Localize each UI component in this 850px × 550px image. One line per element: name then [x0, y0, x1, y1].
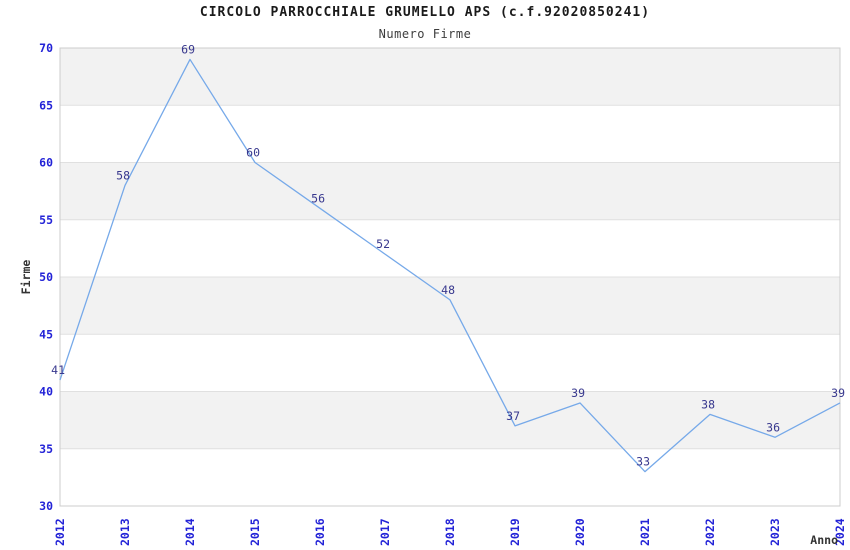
y-tick-label: 35 — [39, 442, 53, 456]
x-tick-label: 2019 — [508, 518, 522, 546]
grid-band — [60, 48, 840, 106]
data-label: 37 — [506, 409, 520, 423]
y-tick-label: 40 — [39, 385, 53, 399]
y-tick-label: 50 — [39, 270, 53, 284]
data-label: 69 — [181, 42, 195, 56]
x-tick-label: 2017 — [378, 518, 392, 546]
x-axis-label: Anno — [810, 533, 838, 547]
chart-title: CIRCOLO PARROCCHIALE GRUMELLO APS (c.f.9… — [199, 5, 651, 20]
data-label: 39 — [831, 386, 845, 400]
y-tick-label: 30 — [39, 499, 53, 513]
grid-band — [60, 391, 840, 449]
grid-band — [60, 162, 840, 220]
x-tick-label: 2016 — [313, 518, 327, 546]
data-label: 38 — [701, 397, 715, 411]
series-line — [59, 58, 841, 473]
data-label: 33 — [636, 455, 650, 469]
data-label: 36 — [766, 420, 780, 434]
x-tick-label: 2012 — [53, 518, 67, 546]
x-tick-label: 2015 — [248, 518, 262, 546]
data-label: 52 — [376, 237, 390, 251]
y-tick-label: 55 — [39, 213, 53, 227]
y-tick-label: 70 — [39, 41, 53, 55]
x-tick-label: 2018 — [443, 518, 457, 546]
plot-border — [59, 47, 841, 507]
y-tick-label: 65 — [39, 98, 53, 112]
data-label: 41 — [51, 363, 65, 377]
y-tick-label: 60 — [39, 156, 53, 170]
chart-subtitle: Numero Firme — [378, 27, 472, 41]
x-tick-label: 2024 — [833, 518, 847, 546]
data-label: 56 — [311, 191, 325, 205]
y-axis-label: Firme — [19, 260, 33, 295]
x-tick-label: 2021 — [638, 518, 652, 546]
grid-band — [60, 277, 840, 335]
data-label: 48 — [441, 283, 455, 297]
x-tick-label: 2014 — [183, 518, 197, 546]
x-tick-label: 2022 — [703, 518, 717, 546]
x-tick-label: 2013 — [118, 518, 132, 546]
y-tick-label: 45 — [39, 327, 53, 341]
x-tick-label: 2020 — [573, 518, 587, 546]
data-label: 58 — [116, 168, 130, 182]
data-label: 60 — [246, 146, 260, 160]
data-label: 39 — [571, 386, 585, 400]
x-tick-label: 2023 — [768, 518, 782, 546]
